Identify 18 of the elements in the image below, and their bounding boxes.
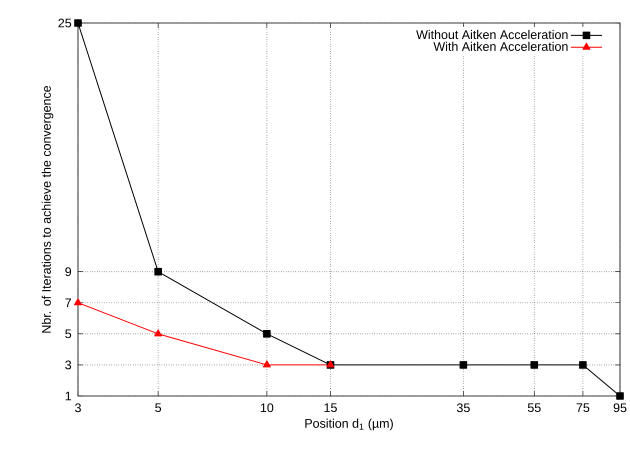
x-axis-title: Position d$_{1}$ (µm) (305, 418, 393, 430)
y-tick-label: 9 (65, 267, 72, 276)
y-tick-label: 1 (66, 392, 72, 400)
legend-label: With Aitken Acceleration (433, 42, 568, 51)
legend-label: Without Aitken Acceleration (416, 30, 568, 40)
x-tick-label: 3 (75, 403, 81, 412)
y-tick-label: 25 (58, 18, 72, 28)
x-tick-label: 15 (324, 403, 337, 412)
x-tick-label: 75 (576, 403, 590, 412)
y-tick-label: 5 (65, 329, 72, 338)
x-tick-label: 5 (155, 403, 162, 412)
x-tick-label: 55 (528, 403, 541, 412)
x-tick-label: 95 (614, 403, 626, 412)
x-tick-label: 35 (456, 403, 470, 412)
x-tick-label: 10 (260, 403, 274, 412)
y-tick-label: 7 (65, 298, 72, 308)
y-axis-title: Nbr. of Iterations to achieve the convergence (42, 86, 54, 333)
y-tick-label: 3 (65, 360, 72, 370)
